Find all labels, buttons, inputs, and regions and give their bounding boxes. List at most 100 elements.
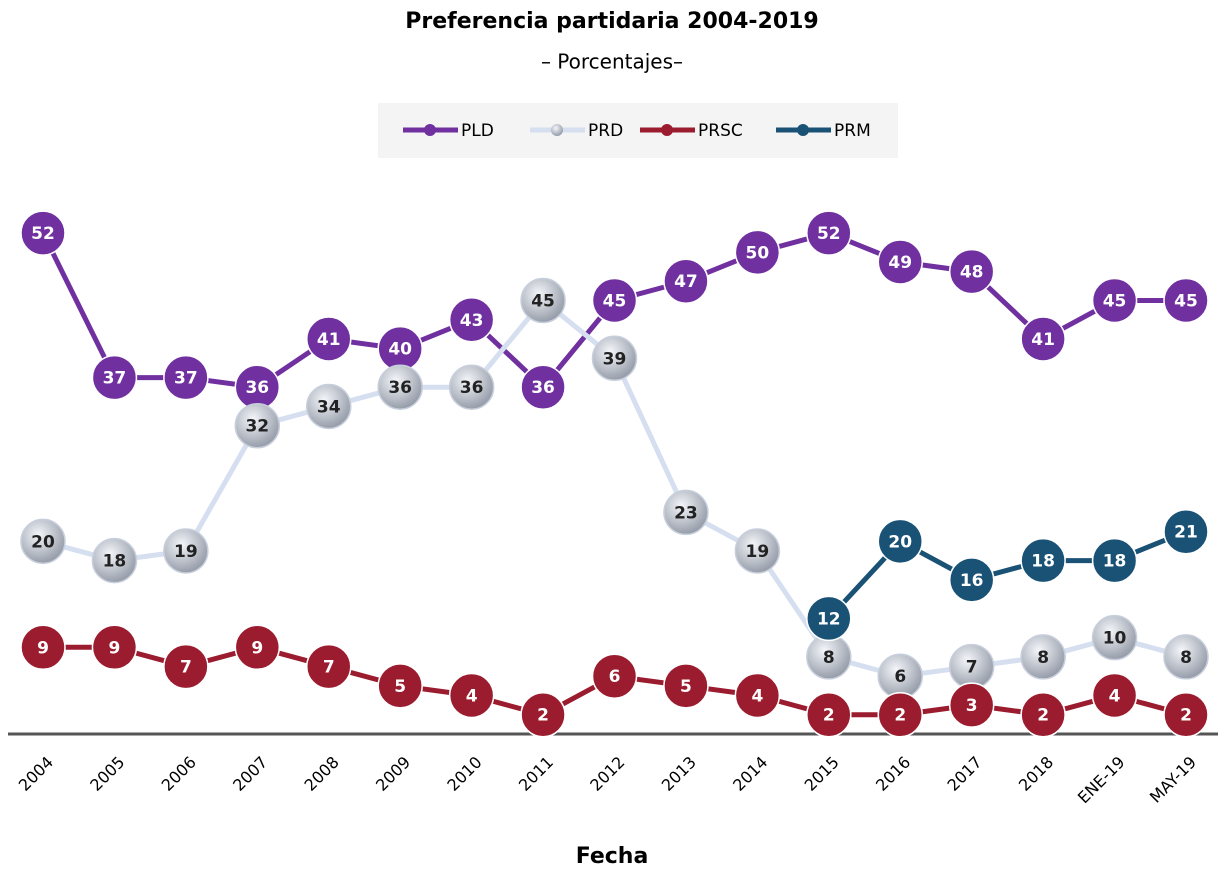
data-label: 37 [103, 369, 127, 389]
data-label: 39 [603, 349, 627, 369]
chart-title: Preferencia partidaria 2004-2019 [405, 9, 819, 34]
data-point [1020, 691, 1066, 738]
data-label: 3 [966, 696, 978, 716]
data-label: 45 [531, 292, 555, 312]
data-point [91, 624, 138, 671]
data-point [663, 258, 709, 304]
data-label: 5 [680, 677, 692, 697]
x-tick-label: 2005 [86, 753, 128, 795]
data-label: 9 [37, 638, 49, 658]
data-label: 6 [894, 667, 906, 687]
x-tick-label: 2011 [515, 753, 557, 795]
data-label: 40 [388, 340, 412, 360]
data-point [520, 364, 566, 410]
data-point [91, 537, 138, 584]
data-label: 18 [1031, 552, 1055, 572]
data-label: 32 [245, 417, 269, 437]
data-point [1091, 537, 1138, 584]
x-tick-label: MAY-19 [1146, 753, 1200, 807]
data-label: 6 [609, 667, 621, 687]
data-label: 37 [174, 369, 198, 389]
data-point [806, 210, 852, 256]
x-tick-label: 2012 [586, 753, 628, 795]
legend-label: PRSC [698, 121, 743, 141]
data-label: 36 [388, 378, 412, 398]
data-point [520, 277, 566, 324]
data-point [1091, 614, 1138, 661]
data-label: 21 [1174, 523, 1198, 543]
data-label: 23 [674, 503, 698, 523]
legend-marker [551, 124, 563, 136]
data-label: 8 [1180, 648, 1192, 668]
chart-subtitle: – Porcentajes– [541, 50, 683, 74]
data-label: 52 [817, 224, 841, 244]
data-label: 19 [746, 542, 770, 562]
data-label: 45 [1174, 292, 1198, 312]
data-point [163, 528, 209, 574]
data-point [20, 210, 66, 256]
data-label: 36 [531, 378, 555, 398]
data-label: 50 [746, 243, 770, 263]
data-point [20, 518, 66, 565]
data-point [1020, 316, 1066, 362]
data-label: 10 [1103, 629, 1127, 649]
data-label: 43 [460, 311, 484, 331]
data-label: 5 [394, 677, 406, 697]
data-label: 4 [466, 686, 478, 706]
data-point [306, 383, 352, 430]
data-point [448, 364, 495, 410]
data-label: 45 [1103, 292, 1127, 312]
data-point [1020, 634, 1066, 680]
data-label: 2 [823, 706, 835, 726]
data-point [163, 643, 209, 690]
data-label: 49 [888, 253, 912, 273]
data-point [234, 624, 281, 671]
data-label: 36 [245, 378, 269, 398]
data-label: 16 [960, 571, 984, 591]
data-point [591, 653, 638, 699]
data-label: 45 [603, 292, 627, 312]
data-point [1163, 508, 1209, 555]
legend-label: PLD [461, 121, 494, 141]
x-tick-label: 2013 [658, 753, 700, 795]
data-label: 7 [966, 658, 978, 678]
data-label: 41 [317, 330, 341, 350]
data-label: 4 [751, 686, 763, 706]
data-point [806, 595, 852, 642]
legend-label: PRM [834, 121, 871, 141]
data-label: 4 [1109, 686, 1121, 706]
x-tick-label: 2015 [801, 753, 843, 795]
data-label: 18 [103, 552, 127, 572]
data-point [1091, 672, 1138, 719]
data-point [734, 229, 781, 276]
data-point [306, 316, 352, 362]
data-point [1163, 277, 1209, 324]
data-point [1163, 691, 1209, 738]
x-tick-label: 2004 [15, 753, 57, 795]
data-point [91, 354, 138, 401]
data-label: 41 [1031, 330, 1055, 350]
x-tick-label: ENE-19 [1074, 753, 1129, 808]
data-point [591, 335, 638, 382]
x-tick-label: 2016 [872, 753, 914, 795]
data-point [948, 557, 995, 603]
data-point [1020, 537, 1066, 584]
legend-marker [661, 124, 673, 136]
data-label: 2 [537, 706, 549, 726]
data-label: 2 [1037, 706, 1049, 726]
data-point [806, 691, 852, 738]
data-label: 2 [894, 706, 906, 726]
data-point [234, 402, 281, 449]
data-point [591, 277, 638, 324]
data-point [163, 354, 209, 401]
data-label: 12 [817, 609, 841, 629]
legend-marker [424, 124, 436, 136]
x-tick-label: 2014 [729, 753, 771, 795]
data-point [520, 691, 566, 738]
data-label: 8 [1037, 648, 1049, 668]
data-point [377, 663, 423, 709]
data-label: 18 [1103, 552, 1127, 572]
data-point [306, 643, 352, 690]
data-point [1091, 277, 1138, 324]
